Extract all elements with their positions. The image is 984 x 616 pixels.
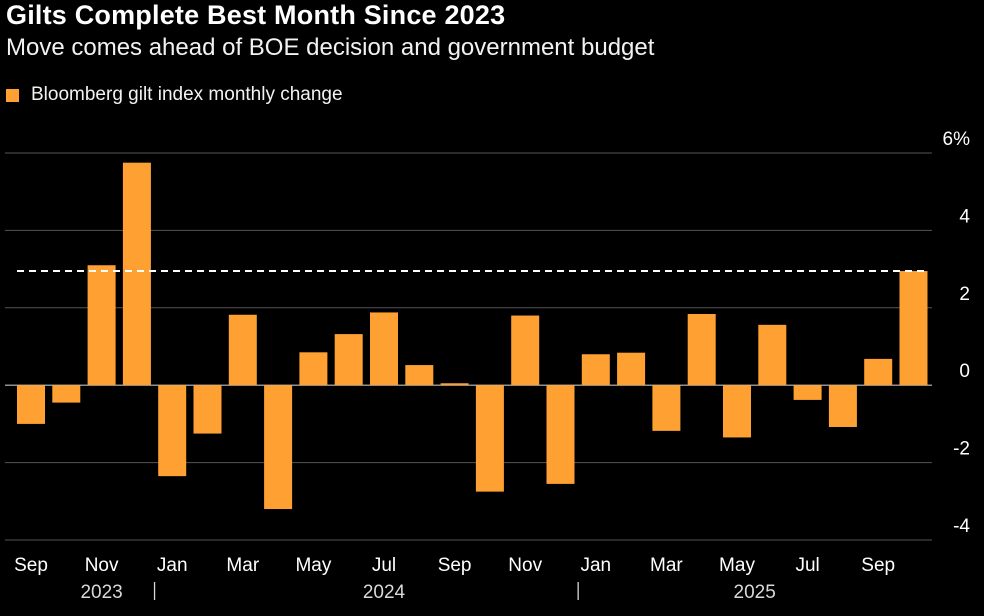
legend-swatch	[6, 88, 19, 102]
bar	[475, 385, 504, 492]
y-tick-label: 2	[959, 284, 970, 305]
bar	[405, 365, 434, 386]
y-tick-label: 4	[959, 206, 970, 227]
bar	[52, 385, 81, 403]
bar	[370, 312, 398, 386]
year-label: 2024	[363, 582, 406, 603]
bar	[299, 352, 328, 386]
bar	[193, 385, 222, 434]
bar	[687, 313, 716, 386]
bar	[723, 385, 751, 438]
bar	[440, 383, 469, 386]
bar	[546, 385, 575, 484]
x-tick-label: Jul	[795, 555, 819, 576]
bar	[581, 354, 610, 386]
x-tick-label: Jan	[157, 555, 188, 576]
x-tick-label: May	[295, 555, 331, 576]
bar	[758, 324, 787, 386]
chart-title: Gilts Complete Best Month Since 2023	[6, 0, 506, 30]
y-tick-label: -2	[953, 439, 970, 460]
bar	[511, 315, 540, 386]
y-tick-label: 0	[959, 361, 970, 382]
bar	[334, 334, 363, 386]
x-tick-label: Jul	[372, 555, 396, 576]
x-tick-label: Nov	[508, 555, 542, 576]
bar	[793, 385, 822, 400]
bar	[652, 385, 681, 431]
legend-label: Bloomberg gilt index monthly change	[31, 84, 343, 105]
year-label: 2025	[734, 582, 776, 603]
bar	[158, 385, 187, 477]
x-tick-label: May	[719, 555, 755, 576]
x-tick-label: Sep	[438, 555, 472, 576]
bar	[828, 385, 857, 427]
x-tick-label: Nov	[85, 555, 119, 576]
y-tick-label: -4	[953, 516, 970, 537]
bar	[864, 358, 893, 386]
x-tick-label: Sep	[861, 555, 895, 576]
x-tick-label: Sep	[14, 555, 48, 576]
legend: Bloomberg gilt index monthly change	[6, 84, 343, 106]
bar	[17, 385, 45, 424]
bar	[122, 162, 151, 386]
x-tick-label: Mar	[226, 555, 259, 576]
bar	[228, 314, 257, 386]
bar	[264, 385, 293, 510]
chart-subtitle: Move comes ahead of BOE decision and gov…	[6, 34, 655, 61]
bar	[87, 265, 116, 386]
x-tick-label: Mar	[650, 555, 683, 576]
bar	[617, 352, 646, 386]
y-tick-label: 6%	[943, 129, 971, 150]
bar	[899, 271, 928, 386]
x-tick-label: Jan	[580, 555, 611, 576]
year-label: 2023	[80, 582, 122, 603]
